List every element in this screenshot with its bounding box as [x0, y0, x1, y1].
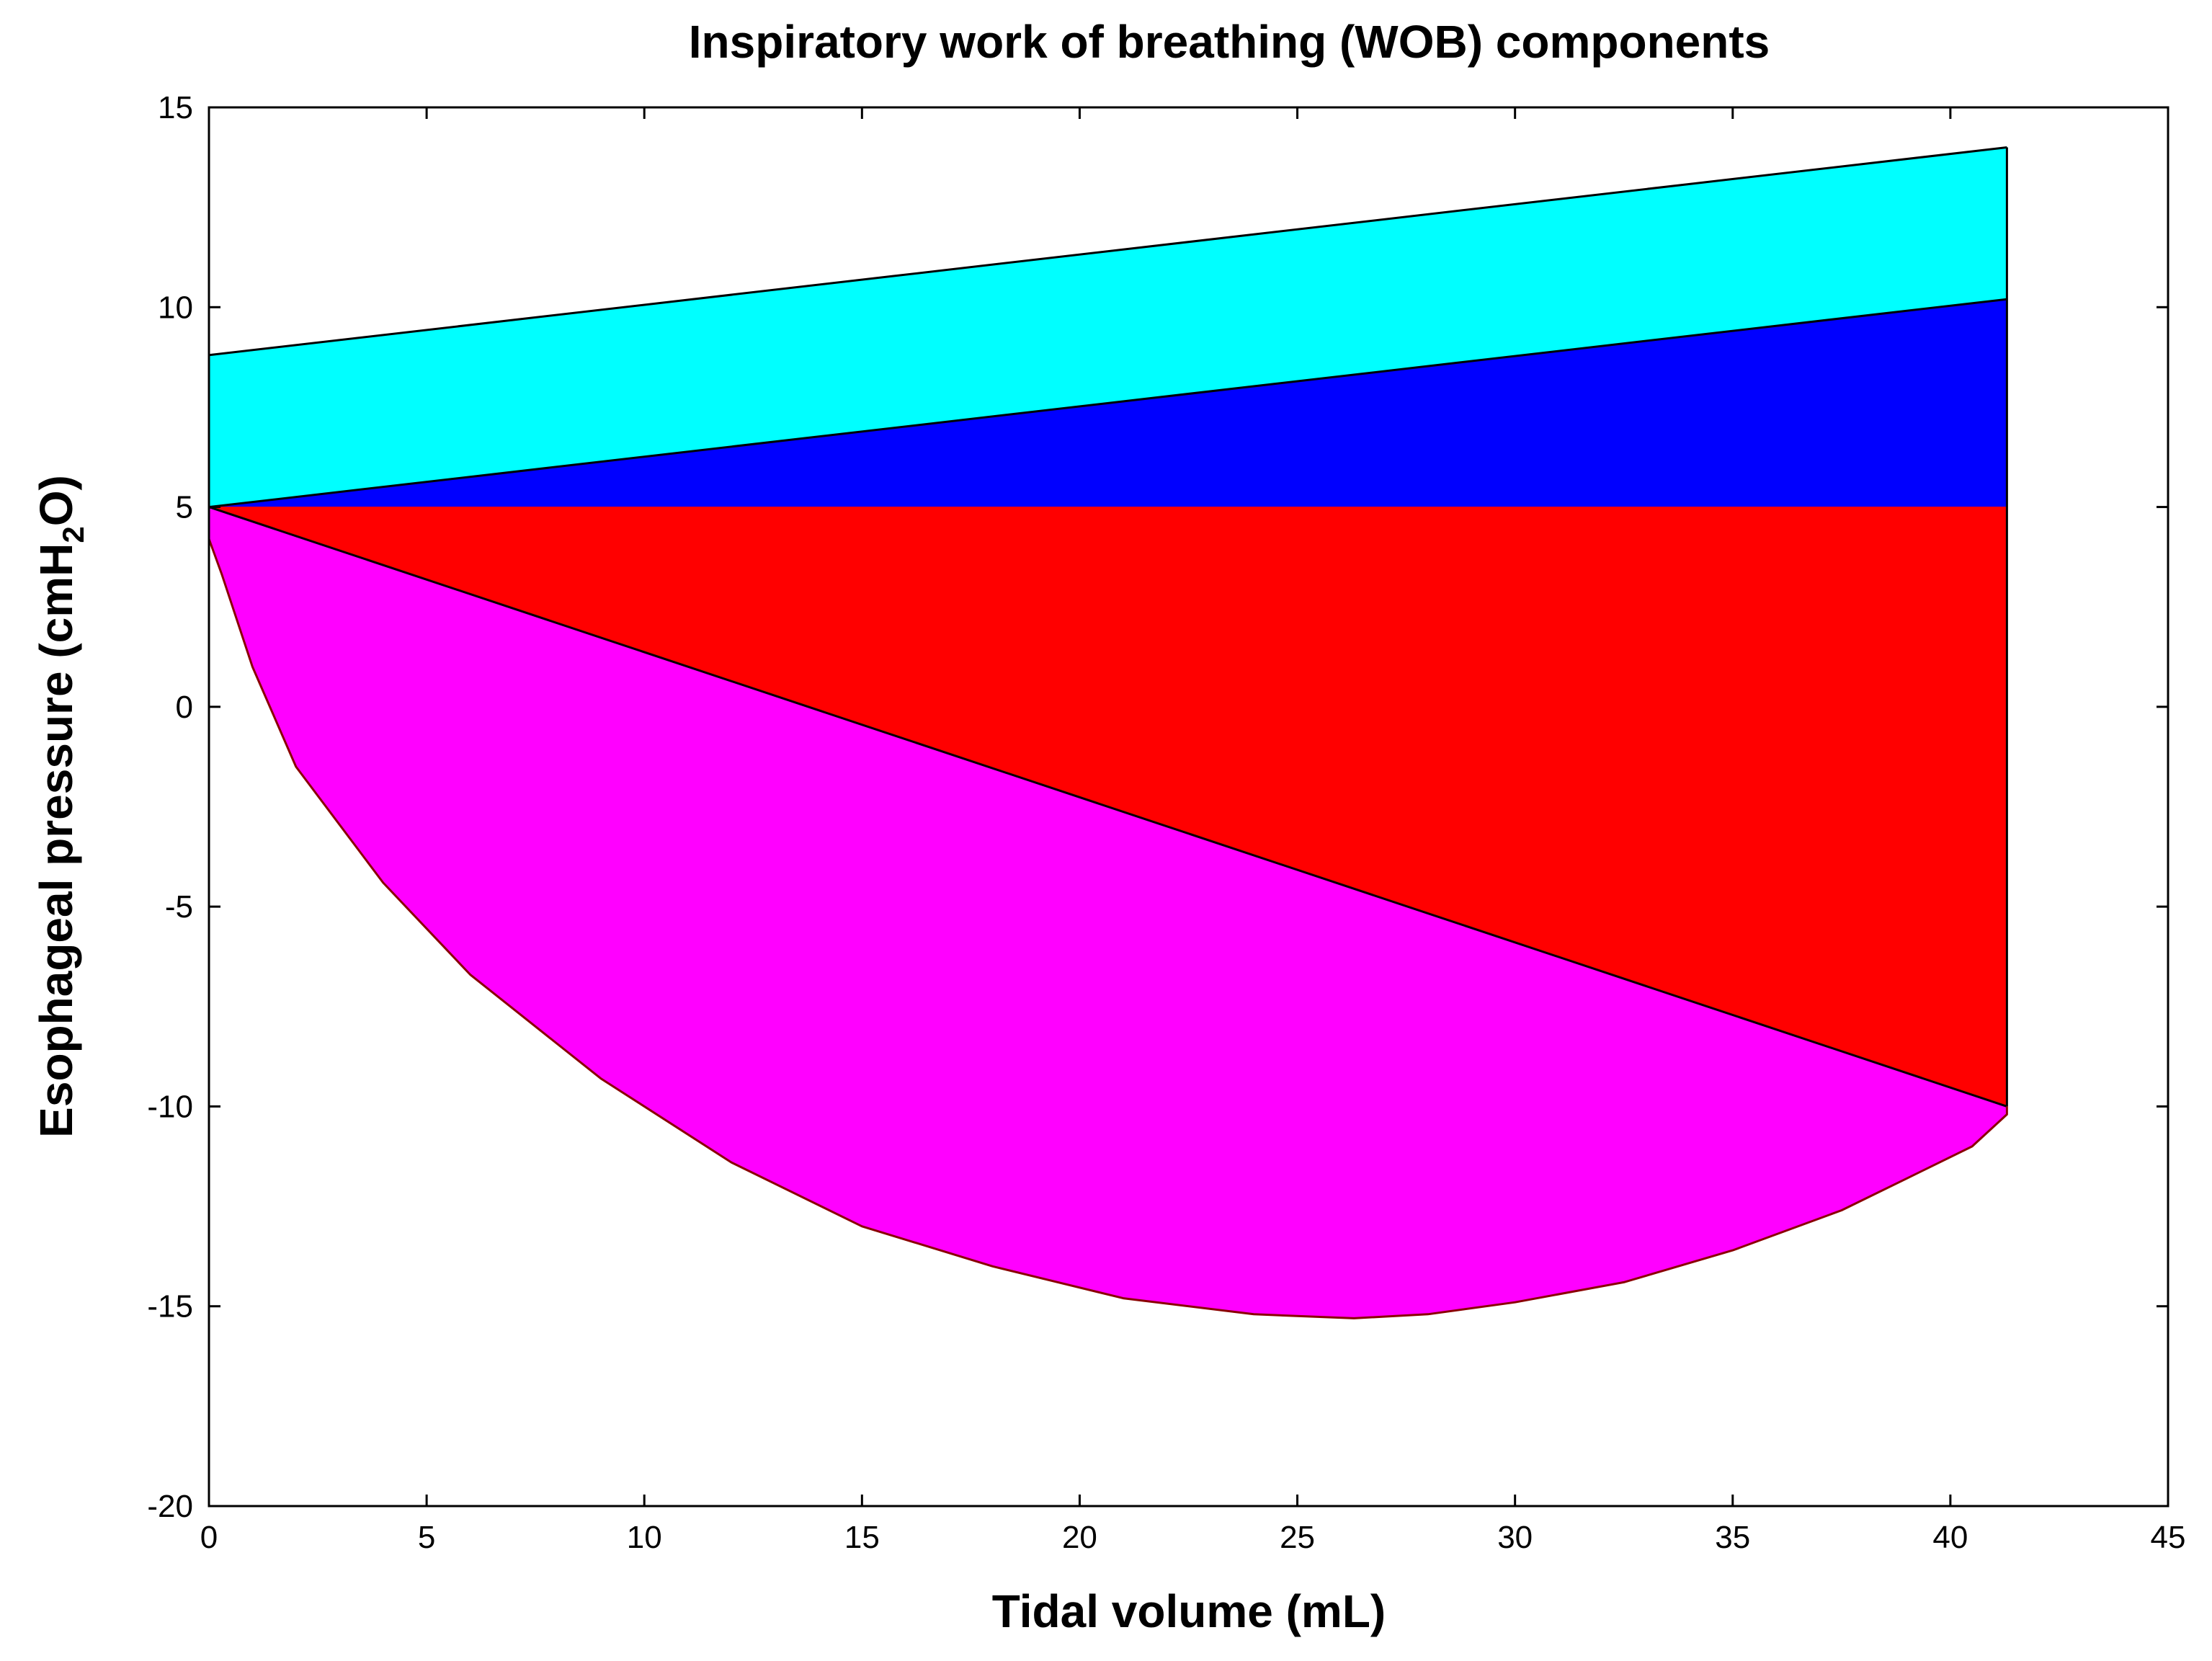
y-tick-label: -5	[165, 889, 193, 925]
x-tick-label: 35	[1715, 1520, 1750, 1555]
red-magenta-diagonal-line	[208, 506, 2007, 1108]
x-axis: 0 5 10 15 20 25 30 35 40 45	[200, 107, 2186, 1555]
y-axis-label-prefix: Esophageal pressure (cmH	[30, 543, 82, 1138]
lines-layer	[208, 146, 2008, 1319]
y-axis: 15 10 5 0 -5 -10 -15 -20	[147, 90, 2168, 1524]
y-tick-label: 0	[176, 690, 193, 725]
x-tick-label: 0	[200, 1520, 218, 1555]
y-tick-label: 10	[158, 290, 193, 325]
y-axis-label: Esophageal pressure (cmH2O)	[30, 475, 90, 1138]
cyan-blue-boundary-line	[208, 298, 2007, 509]
y-tick-label: -15	[147, 1289, 193, 1324]
y-tick-label: -20	[147, 1489, 193, 1524]
y-tick-label: 5	[176, 490, 193, 525]
x-tick-label: 10	[627, 1520, 662, 1555]
x-tick-label: 40	[1932, 1520, 1968, 1555]
x-tick-label: 20	[1062, 1520, 1097, 1555]
upper-boundary-line	[208, 146, 2007, 357]
y-axis-label-subscript: 2	[56, 526, 90, 543]
x-tick-label: 25	[1280, 1520, 1315, 1555]
pressure-volume-curve	[208, 507, 2008, 1319]
y-tick-label: -10	[147, 1089, 193, 1124]
chart-title: Inspiratory work of breathing (WOB) comp…	[689, 16, 1770, 68]
x-tick-label: 45	[2151, 1520, 2186, 1555]
x-tick-label: 30	[1497, 1520, 1533, 1555]
x-tick-label: 5	[418, 1520, 435, 1555]
plot-frame	[208, 106, 2169, 1508]
y-tick-label: 15	[158, 90, 193, 125]
y-axis-label-suffix: O)	[30, 475, 82, 526]
x-tick-label: 15	[844, 1520, 880, 1555]
x-axis-label: Tidal volume (mL)	[992, 1585, 1386, 1637]
